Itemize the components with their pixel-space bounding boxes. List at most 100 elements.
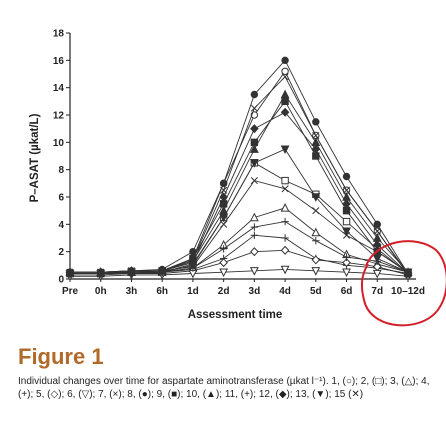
- data-point: [280, 245, 290, 255]
- data-point: [250, 124, 259, 134]
- data-point: [189, 256, 197, 264]
- data-point: [372, 254, 382, 264]
- data-point: [250, 90, 259, 99]
- data-point: [342, 172, 351, 181]
- data-point: [280, 203, 290, 212]
- data-point: [342, 217, 351, 226]
- data-point: [127, 267, 136, 275]
- data-point: [220, 186, 228, 194]
- data-point: [219, 245, 228, 253]
- data-point: [372, 240, 382, 250]
- x-tick-label: 10–12d: [391, 286, 425, 297]
- data-point: [281, 217, 289, 226]
- data-point: [404, 269, 412, 278]
- x-tick-label: 0h: [95, 286, 107, 297]
- data-point: [250, 177, 258, 185]
- series-line: [70, 268, 409, 277]
- y-tick-label: 16: [53, 56, 65, 67]
- data-point: [311, 227, 321, 237]
- y-tick-label: 2: [58, 247, 64, 258]
- data-point: [342, 206, 351, 215]
- data-point: [312, 131, 320, 140]
- data-point: [342, 186, 351, 194]
- figure-title: Figure 1: [18, 344, 104, 369]
- series-8: [66, 56, 412, 278]
- y-tick-label: 12: [53, 111, 65, 122]
- series-9: [66, 97, 412, 278]
- data-point: [250, 231, 259, 239]
- data-point: [311, 144, 321, 154]
- series-13: [65, 145, 413, 279]
- x-tick-label: 3d: [249, 286, 261, 297]
- series-layer: [65, 56, 413, 282]
- data-point: [219, 258, 228, 268]
- x-tick-label: 4d: [279, 286, 291, 297]
- data-point: [280, 107, 290, 117]
- data-point: [311, 267, 321, 276]
- x-tick-label: 2d: [218, 286, 230, 297]
- data-point: [373, 227, 381, 235]
- data-point: [373, 220, 381, 229]
- data-point: [249, 159, 259, 168]
- data-point: [250, 247, 259, 257]
- series-12: [65, 107, 413, 279]
- y-tick-label: 8: [58, 165, 64, 176]
- series-line: [70, 75, 409, 274]
- x-axis-title: Assessment time: [188, 309, 283, 321]
- data-point: [312, 237, 320, 245]
- y-tick-label: 0: [58, 275, 64, 286]
- series-line: [70, 93, 409, 273]
- data-point: [372, 269, 382, 279]
- series-line: [70, 221, 409, 274]
- axes: 0 2 4 6 8 10 12 14 16 18 Pre 0h 3h 6h 1d 2d 3d 4d 5d 6d 7d 10…: [53, 29, 425, 298]
- data-point: [158, 267, 166, 275]
- series-line: [70, 100, 409, 274]
- x-tick-label: Pre: [62, 286, 79, 297]
- series-10: [65, 89, 413, 276]
- data-point: [97, 268, 105, 276]
- y-tick-label: 4: [58, 220, 64, 231]
- x-tick-label: 6d: [341, 286, 353, 297]
- data-point: [280, 145, 290, 155]
- x-tick-label: 1d: [187, 286, 199, 297]
- annotation-circle: [360, 240, 446, 327]
- y-tick-label: 14: [53, 83, 65, 94]
- data-point: [312, 207, 320, 215]
- data-point: [342, 199, 351, 209]
- data-point: [281, 176, 289, 185]
- data-point: [188, 261, 198, 271]
- data-point: [249, 212, 259, 222]
- data-point: [281, 56, 289, 65]
- data-point: [220, 220, 228, 228]
- x-tick-label: 7d: [371, 286, 383, 297]
- data-point: [280, 89, 290, 99]
- data-point: [250, 104, 258, 112]
- data-point: [66, 268, 74, 276]
- data-point: [219, 268, 229, 278]
- y-tick-label: 18: [53, 29, 65, 40]
- data-point: [249, 144, 259, 153]
- data-point: [342, 268, 351, 278]
- series-11: [66, 217, 412, 278]
- x-tick-label: 5d: [310, 286, 322, 297]
- data-point: [342, 227, 351, 237]
- data-point: [342, 253, 351, 261]
- y-tick-label: 10: [53, 138, 65, 149]
- data-point: [281, 73, 289, 81]
- data-point: [249, 267, 259, 276]
- x-tick-label: 3h: [126, 286, 138, 297]
- series-line: [70, 148, 409, 274]
- y-axis-title: P–ASAT (µkat/L): [29, 113, 41, 202]
- y-tick-label: 6: [58, 193, 64, 204]
- x-tick-label: 6h: [156, 286, 168, 297]
- annotation-layer: [360, 240, 446, 327]
- data-point: [280, 265, 290, 275]
- chart: 0 2 4 6 8 10 12 14 16 18 Pre 0h 3h 6h 1d 2d 3d 4d 5d 6d 7d 10…: [29, 29, 446, 327]
- series-7: [66, 177, 412, 276]
- data-point: [311, 255, 321, 265]
- data-point: [342, 258, 351, 268]
- data-point: [219, 213, 229, 223]
- figure-caption: Individual changes over time for asparta…: [18, 376, 430, 400]
- data-point: [312, 118, 320, 126]
- data-point: [281, 234, 289, 242]
